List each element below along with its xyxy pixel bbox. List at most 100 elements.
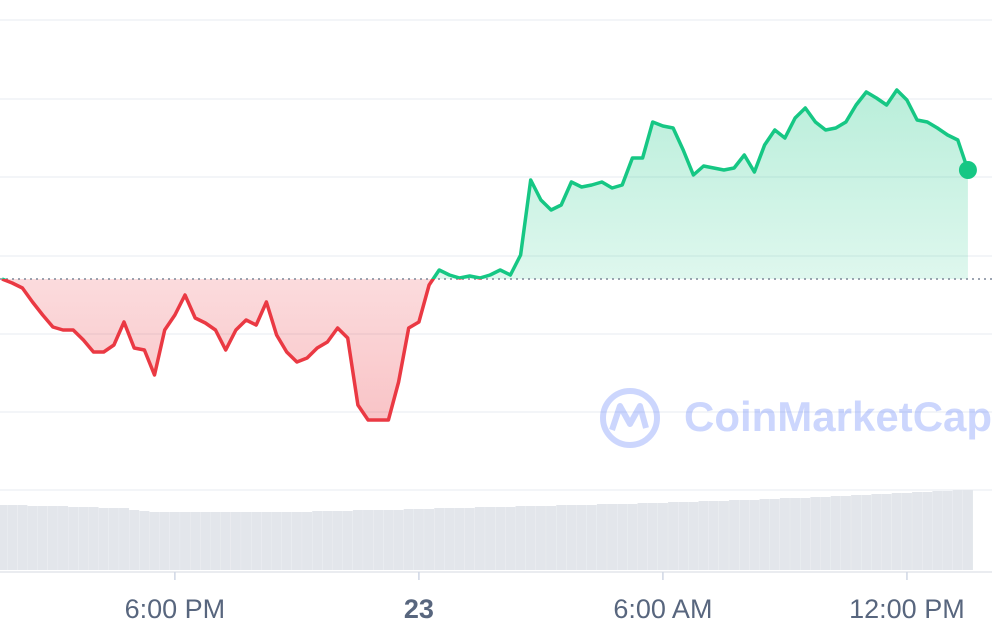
- volume-bar: [546, 506, 557, 570]
- volume-bar: [830, 496, 841, 570]
- price-line-up: [2, 88, 970, 279]
- volume-bar: [485, 507, 496, 570]
- volume-bar: [688, 502, 699, 570]
- volume-bar: [912, 492, 923, 570]
- volume-bar: [962, 490, 973, 570]
- volume-bar: [607, 504, 618, 570]
- volume-bar: [668, 502, 679, 570]
- volume-bar: [769, 499, 780, 570]
- volume-bar: [739, 500, 750, 570]
- volume-bar: [637, 503, 648, 570]
- volume-bar: [241, 512, 252, 570]
- volume-bar: [566, 505, 577, 570]
- volume-bar: [312, 511, 323, 570]
- volume-bar: [413, 509, 424, 570]
- watermark-text: CoinMarketCap: [684, 393, 992, 440]
- volume-bar: [678, 502, 689, 570]
- volume-bar: [180, 512, 191, 570]
- volume-bar: [881, 494, 892, 570]
- volume-bar: [363, 510, 374, 570]
- volume-bar: [434, 508, 445, 570]
- volume-bar: [27, 506, 38, 570]
- volume-bar: [108, 508, 119, 570]
- volume-bar: [891, 493, 902, 570]
- volume-bar: [861, 495, 872, 570]
- volume-bar: [261, 512, 272, 570]
- volume-bar: [535, 506, 546, 570]
- volume-bar: [68, 507, 79, 570]
- volume-bar: [149, 512, 160, 570]
- volume-bar: [464, 508, 475, 570]
- volume-bar: [617, 504, 628, 570]
- volume-bar: [17, 505, 28, 570]
- area-up: [2, 90, 968, 279]
- volume-bar: [444, 508, 455, 570]
- volume-bar: [525, 506, 536, 570]
- volume-bar: [779, 498, 790, 570]
- volume-bar: [322, 511, 333, 570]
- price-line-down: [1, 279, 483, 422]
- volume-bar: [495, 507, 506, 570]
- volume-bar: [403, 509, 414, 570]
- volume-bar: [200, 512, 211, 570]
- last-point: [958, 161, 977, 179]
- x-tick-label: 23: [404, 594, 434, 624]
- volume-bar: [942, 491, 953, 570]
- watermark-logo: [600, 388, 660, 448]
- x-tick-label: 6:00 PM: [125, 594, 226, 624]
- volume-bar: [596, 504, 607, 570]
- volume-bar: [729, 500, 740, 570]
- volume-bar: [586, 505, 597, 570]
- x-tick-label: 6:00 AM: [613, 594, 712, 624]
- volume-bar: [119, 508, 130, 570]
- volume-bar: [698, 501, 709, 570]
- volume-bar: [139, 511, 150, 570]
- volume-bar: [88, 507, 99, 570]
- volume-bar: [332, 511, 343, 570]
- volume-bar: [749, 500, 760, 570]
- volume-bar: [230, 512, 241, 570]
- volume-bar: [871, 494, 882, 570]
- volume-bar: [901, 493, 912, 570]
- volume-bar: [210, 512, 221, 570]
- volume-bar: [932, 491, 943, 570]
- area-down: [2, 279, 968, 420]
- volume-bar: [251, 512, 262, 570]
- volume-bar: [810, 497, 821, 570]
- volume-bar: [424, 509, 435, 570]
- volume-bar: [0, 505, 8, 570]
- volume-bar: [505, 507, 516, 570]
- volume-bar: [718, 501, 729, 570]
- volume-bar: [271, 512, 282, 570]
- volume-bar: [169, 512, 180, 570]
- watermark: CoinMarketCap: [600, 388, 992, 448]
- volume-bar: [342, 511, 353, 570]
- volume-bar: [190, 512, 201, 570]
- volume-bar: [647, 503, 658, 570]
- volume-bar: [291, 512, 302, 570]
- volume-bar: [657, 503, 668, 570]
- volume-bar: [383, 510, 394, 570]
- volume-bar: [7, 505, 18, 570]
- volume-bar: [474, 507, 485, 570]
- volume-bar: [820, 497, 831, 570]
- watermark-logo-mark: [609, 403, 649, 431]
- volume-bar: [159, 512, 170, 570]
- x-tick-label: 12:00 PM: [849, 594, 965, 624]
- volume-bar: [393, 510, 404, 570]
- volume-bar: [352, 510, 363, 570]
- volume-bar: [952, 490, 963, 570]
- volume-bar: [47, 506, 58, 570]
- volume-bar: [515, 506, 526, 570]
- volume-bar: [708, 501, 719, 570]
- volume-bar: [840, 496, 851, 570]
- volume-bar: [78, 507, 89, 570]
- volume-bar: [302, 512, 313, 570]
- volume-bar: [454, 508, 465, 570]
- volume-bar: [129, 510, 140, 570]
- volume-bar: [98, 508, 109, 570]
- volume-bar: [627, 504, 638, 570]
- volume-bar: [373, 510, 384, 570]
- volume-bar: [58, 506, 69, 570]
